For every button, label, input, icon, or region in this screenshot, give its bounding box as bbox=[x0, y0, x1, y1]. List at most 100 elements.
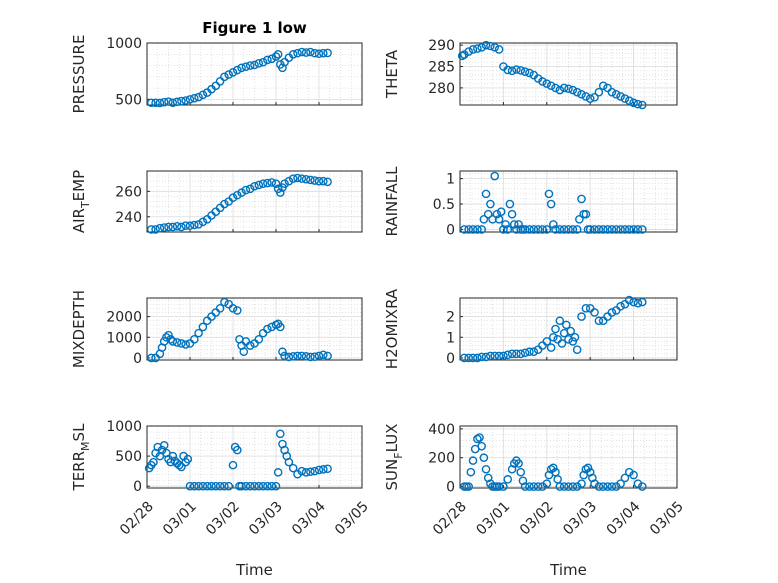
data-point bbox=[228, 460, 238, 470]
y-tick-label: 400 bbox=[428, 422, 455, 438]
data-point bbox=[501, 220, 510, 229]
data-point bbox=[503, 225, 513, 234]
data-point bbox=[198, 481, 208, 491]
data-point bbox=[607, 225, 617, 234]
y-tick-label: 1 bbox=[446, 330, 455, 346]
data-point bbox=[468, 456, 478, 465]
data-point bbox=[151, 98, 160, 108]
y-axis-label: PRESSURE bbox=[70, 35, 88, 114]
data-point bbox=[275, 322, 285, 332]
data-point bbox=[557, 339, 567, 348]
subplot-4: 0 0.5 1 RAINFALL bbox=[383, 166, 678, 238]
data-point bbox=[514, 220, 523, 229]
data-point bbox=[577, 194, 586, 204]
data-point bbox=[607, 482, 617, 491]
data-point bbox=[544, 189, 554, 199]
x-tick-label: 03/01 bbox=[160, 499, 200, 539]
data-point bbox=[215, 481, 225, 491]
data-point bbox=[603, 83, 612, 93]
data-point bbox=[275, 188, 285, 197]
data-point bbox=[594, 482, 604, 491]
data-point bbox=[323, 48, 332, 58]
data-point bbox=[494, 482, 504, 491]
data-point bbox=[581, 209, 591, 219]
data-point bbox=[146, 98, 156, 108]
data-point bbox=[581, 304, 591, 313]
data-point bbox=[637, 100, 647, 110]
data-point bbox=[468, 353, 478, 363]
data-point bbox=[189, 481, 199, 491]
data-point bbox=[559, 83, 569, 93]
data-point bbox=[464, 353, 473, 363]
data-point bbox=[168, 451, 178, 461]
y-tick-label: 0 bbox=[446, 351, 455, 367]
data-point bbox=[297, 47, 307, 57]
data-point bbox=[323, 351, 332, 361]
data-point bbox=[318, 350, 328, 360]
data-point bbox=[620, 473, 630, 483]
x-tick-label: 03/05 bbox=[332, 499, 372, 539]
data-point bbox=[241, 62, 251, 71]
data-point bbox=[477, 42, 487, 52]
data-point bbox=[275, 429, 285, 439]
y-tick-label: 2000 bbox=[106, 310, 142, 326]
data-point bbox=[198, 217, 208, 227]
subplot-6: 0 1 2 H2OMIXRA bbox=[383, 288, 678, 369]
data-point bbox=[211, 81, 221, 91]
data-point bbox=[477, 225, 487, 234]
data-point bbox=[306, 467, 315, 477]
data-point bbox=[284, 352, 294, 362]
data-point bbox=[189, 335, 199, 344]
y-tick-label: 2 bbox=[446, 310, 455, 326]
data-point bbox=[496, 207, 506, 216]
data-point bbox=[220, 297, 229, 307]
data-point bbox=[594, 225, 604, 234]
data-point bbox=[529, 225, 539, 234]
data-point bbox=[633, 298, 643, 308]
data-point bbox=[288, 463, 298, 473]
data-point bbox=[507, 209, 517, 219]
data-point bbox=[520, 348, 530, 358]
data-point bbox=[598, 81, 608, 91]
data-point bbox=[486, 199, 495, 209]
y-tick-label: 0 bbox=[133, 351, 142, 367]
x-tick-label: 03/01 bbox=[473, 499, 513, 539]
data-point bbox=[194, 481, 203, 491]
data-point bbox=[185, 221, 195, 230]
data-point bbox=[533, 482, 543, 491]
data-point bbox=[220, 199, 229, 209]
data-point bbox=[483, 209, 493, 219]
subplot-8: 0 200 400 02/28 03/01 03/02 03/03 03/04 03/05 SUN… bbox=[383, 422, 687, 579]
y-tick-label: 0 bbox=[133, 479, 142, 495]
data-point bbox=[245, 481, 255, 491]
data-point bbox=[549, 332, 558, 342]
data-point bbox=[494, 351, 504, 361]
data-point bbox=[271, 179, 281, 189]
data-point bbox=[468, 225, 478, 234]
data-point bbox=[542, 225, 552, 234]
data-point bbox=[525, 225, 534, 234]
data-point bbox=[267, 481, 277, 491]
data-point bbox=[603, 225, 612, 234]
data-point bbox=[301, 174, 311, 184]
data-point bbox=[297, 351, 307, 361]
x-tick-label: 03/02 bbox=[203, 499, 243, 539]
data-point bbox=[549, 220, 558, 229]
data-point bbox=[590, 308, 599, 317]
y-tick-label: 0 bbox=[446, 480, 455, 496]
data-point bbox=[267, 54, 277, 64]
data-point bbox=[525, 482, 534, 491]
data-point bbox=[194, 328, 203, 338]
data-point bbox=[293, 48, 302, 58]
data-point bbox=[310, 48, 320, 58]
data-point bbox=[237, 188, 246, 197]
data-point bbox=[607, 308, 617, 317]
data-point bbox=[551, 83, 560, 93]
data-point bbox=[151, 225, 160, 234]
subplot-1: 500 1000 PRESSURE Figure 1 low bbox=[70, 19, 363, 114]
data-point bbox=[516, 349, 526, 359]
data-point bbox=[232, 445, 242, 455]
data-point bbox=[237, 63, 246, 73]
data-point bbox=[559, 225, 569, 234]
data-point bbox=[146, 353, 156, 363]
